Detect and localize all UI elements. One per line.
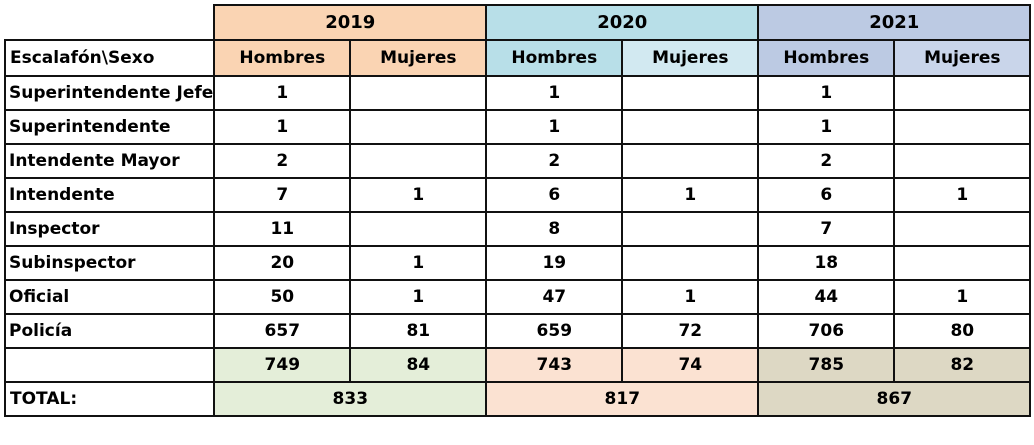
table-row: Oficial 50 1 47 1 44 1 — [3, 279, 1032, 315]
cell-value — [893, 75, 1032, 111]
empty-corner-cell — [5, 5, 216, 41]
row-label: Superintendente — [3, 109, 216, 145]
table-row: Superintendente Jefe 1 1 1 — [3, 75, 1032, 111]
cell-value: 1 — [893, 279, 1032, 315]
cell-value: 6 — [485, 177, 624, 213]
header-2019-hombres: Hombres — [213, 39, 352, 77]
year-2019-header: 2019 — [213, 4, 488, 41]
cell-value: 50 — [213, 279, 352, 315]
cell-value — [621, 143, 760, 179]
row-label: Superintendente Jefe — [3, 75, 216, 111]
cell-value — [621, 211, 760, 247]
cell-value: 2 — [485, 143, 624, 179]
header-2019-mujeres: Mujeres — [349, 39, 488, 77]
cell-value — [893, 109, 1032, 145]
cell-value: 18 — [757, 245, 896, 281]
cell-value: 2 — [213, 143, 352, 179]
table-row: Subinspector 20 1 19 18 — [3, 245, 1032, 281]
cell-value — [349, 109, 488, 145]
cell-value: 19 — [485, 245, 624, 281]
cell-value: 1 — [213, 109, 352, 145]
sub-header-row: Escalafón\Sexo Hombres Mujeres Hombres M… — [3, 39, 1032, 77]
table-row: Inspector 11 8 7 — [3, 211, 1032, 247]
cell-value: 7 — [757, 211, 896, 247]
cell-value — [621, 109, 760, 145]
total-2021: 867 — [757, 381, 1032, 417]
header-2021-mujeres: Mujeres — [893, 39, 1032, 77]
cell-value — [893, 143, 1032, 179]
cell-value: 2 — [757, 143, 896, 179]
table-row: Policía 657 81 659 72 706 80 — [3, 313, 1032, 349]
cell-value: 1 — [757, 109, 896, 145]
cell-value — [349, 75, 488, 111]
cell-value — [621, 75, 760, 111]
row-label: Intendente — [3, 177, 216, 213]
subtotal-empty-label — [3, 347, 216, 383]
cell-value: 706 — [757, 313, 896, 349]
year-2021-header: 2021 — [757, 4, 1032, 41]
table-row: Intendente 7 1 6 1 6 1 — [3, 177, 1032, 213]
total-2020: 817 — [485, 381, 760, 417]
subtotal-2020-hombres: 743 — [485, 347, 624, 383]
table-row: Intendente Mayor 2 2 2 — [3, 143, 1032, 179]
cell-value: 1 — [349, 177, 488, 213]
cell-value: 659 — [485, 313, 624, 349]
header-2020-mujeres: Mujeres — [621, 39, 760, 77]
year-header-row: 2019 2020 2021 — [5, 4, 1032, 41]
cell-value: 7 — [213, 177, 352, 213]
subtotal-2021-mujeres: 82 — [893, 347, 1032, 383]
cell-value: 1 — [485, 109, 624, 145]
subtotal-2021-hombres: 785 — [757, 347, 896, 383]
cell-value: 20 — [213, 245, 352, 281]
cell-value — [893, 211, 1032, 247]
header-2021-hombres: Hombres — [757, 39, 896, 77]
cell-value: 1 — [893, 177, 1032, 213]
row-label-header: Escalafón\Sexo — [3, 39, 216, 77]
personnel-table: 2019 2020 2021 Escalafón\Sexo Hombres Mu… — [3, 4, 1032, 417]
row-label: Subinspector — [3, 245, 216, 281]
subtotal-2020-mujeres: 74 — [621, 347, 760, 383]
cell-value: 1 — [349, 245, 488, 281]
cell-value: 44 — [757, 279, 896, 315]
header-2020-hombres: Hombres — [485, 39, 624, 77]
cell-value: 80 — [893, 313, 1032, 349]
total-2019: 833 — [213, 381, 488, 417]
row-label: Policía — [3, 313, 216, 349]
row-label: Oficial — [3, 279, 216, 315]
cell-value: 1 — [213, 75, 352, 111]
cell-value — [621, 245, 760, 281]
cell-value: 11 — [213, 211, 352, 247]
cell-value: 6 — [757, 177, 896, 213]
cell-value: 1 — [621, 279, 760, 315]
subtotal-2019-mujeres: 84 — [349, 347, 488, 383]
row-label: Inspector — [3, 211, 216, 247]
row-label: Intendente Mayor — [3, 143, 216, 179]
cell-value: 72 — [621, 313, 760, 349]
table-row: Superintendente 1 1 1 — [3, 109, 1032, 145]
total-row: TOTAL: 833 817 867 — [3, 381, 1032, 417]
cell-value: 657 — [213, 313, 352, 349]
cell-value: 81 — [349, 313, 488, 349]
cell-value: 1 — [349, 279, 488, 315]
cell-value — [893, 245, 1032, 281]
year-2020-header: 2020 — [485, 4, 760, 41]
total-label: TOTAL: — [3, 381, 216, 417]
cell-value: 1 — [757, 75, 896, 111]
cell-value: 1 — [621, 177, 760, 213]
cell-value — [349, 211, 488, 247]
cell-value: 47 — [485, 279, 624, 315]
cell-value: 8 — [485, 211, 624, 247]
cell-value: 1 — [485, 75, 624, 111]
subtotal-2019-hombres: 749 — [213, 347, 352, 383]
cell-value — [349, 143, 488, 179]
subtotal-row: 749 84 743 74 785 82 — [3, 347, 1032, 383]
